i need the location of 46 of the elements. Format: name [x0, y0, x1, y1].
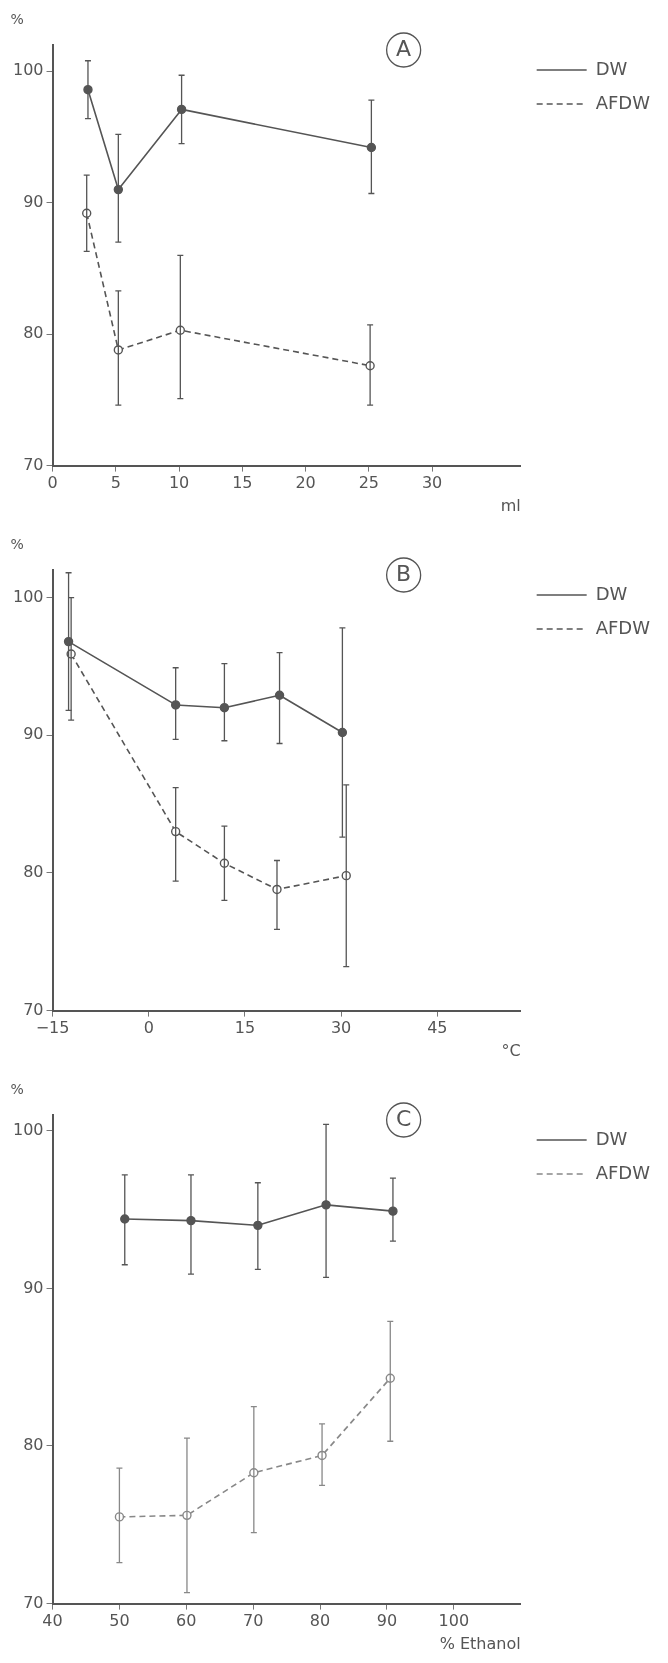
chart-title: B — [396, 560, 412, 586]
x-tick-label: 0 — [143, 1018, 154, 1038]
x-tick-label: 20 — [295, 473, 316, 493]
y-axis-title: % — [10, 10, 24, 27]
x-tick-label: 90 — [376, 1611, 398, 1631]
y-tick-label: 90 — [23, 724, 44, 744]
chart-title: A — [396, 35, 412, 61]
x-axis-title: % Ethanol — [439, 1633, 521, 1653]
y-tick-label: 70 — [23, 1592, 44, 1612]
y-tick-label: 100 — [12, 60, 44, 80]
x-tick-label: 80 — [309, 1611, 331, 1631]
x-tick-label: 45 — [427, 1018, 448, 1038]
x-tick-label: 15 — [234, 1018, 256, 1038]
y-tick-label: 90 — [23, 1277, 44, 1297]
y-tick-label: 80 — [23, 862, 44, 882]
y-axis-title: % — [10, 535, 24, 552]
x-tick-label: 30 — [330, 1018, 352, 1038]
x-tick-label: 50 — [109, 1611, 130, 1631]
x-tick-label: 60 — [176, 1611, 197, 1631]
chart-title: C — [395, 1105, 412, 1131]
x-tick-label: 100 — [438, 1611, 470, 1631]
x-tick-label: 10 — [168, 473, 190, 493]
y-tick-label: 90 — [23, 191, 44, 211]
x-tick-label: −15 — [35, 1018, 70, 1038]
x-tick-label: 30 — [421, 473, 443, 493]
x-tick-label: 25 — [358, 473, 380, 493]
legend-label: DW — [595, 57, 628, 79]
legend-label: AFDW — [595, 616, 651, 638]
y-tick-label: 80 — [23, 323, 44, 343]
y-tick-label: 70 — [23, 454, 44, 474]
x-axis-title: ml — [500, 495, 521, 515]
y-tick-label: 80 — [23, 1435, 44, 1455]
y-axis-title: % — [10, 1080, 24, 1097]
legend-label: DW — [595, 582, 628, 604]
legend-label: AFDW — [595, 1161, 651, 1183]
y-tick-label: 100 — [12, 1119, 44, 1139]
x-tick-label: 70 — [242, 1611, 264, 1631]
x-tick-label: 40 — [42, 1611, 63, 1631]
legend-label: DW — [595, 1127, 628, 1149]
x-tick-label: 15 — [232, 473, 253, 493]
x-tick-label: 5 — [110, 473, 121, 493]
y-tick-label: 70 — [23, 999, 44, 1019]
x-axis-title: °C — [501, 1040, 521, 1060]
legend-label: AFDW — [595, 91, 651, 113]
y-tick-label: 100 — [12, 586, 44, 606]
x-tick-label: 0 — [47, 473, 58, 493]
